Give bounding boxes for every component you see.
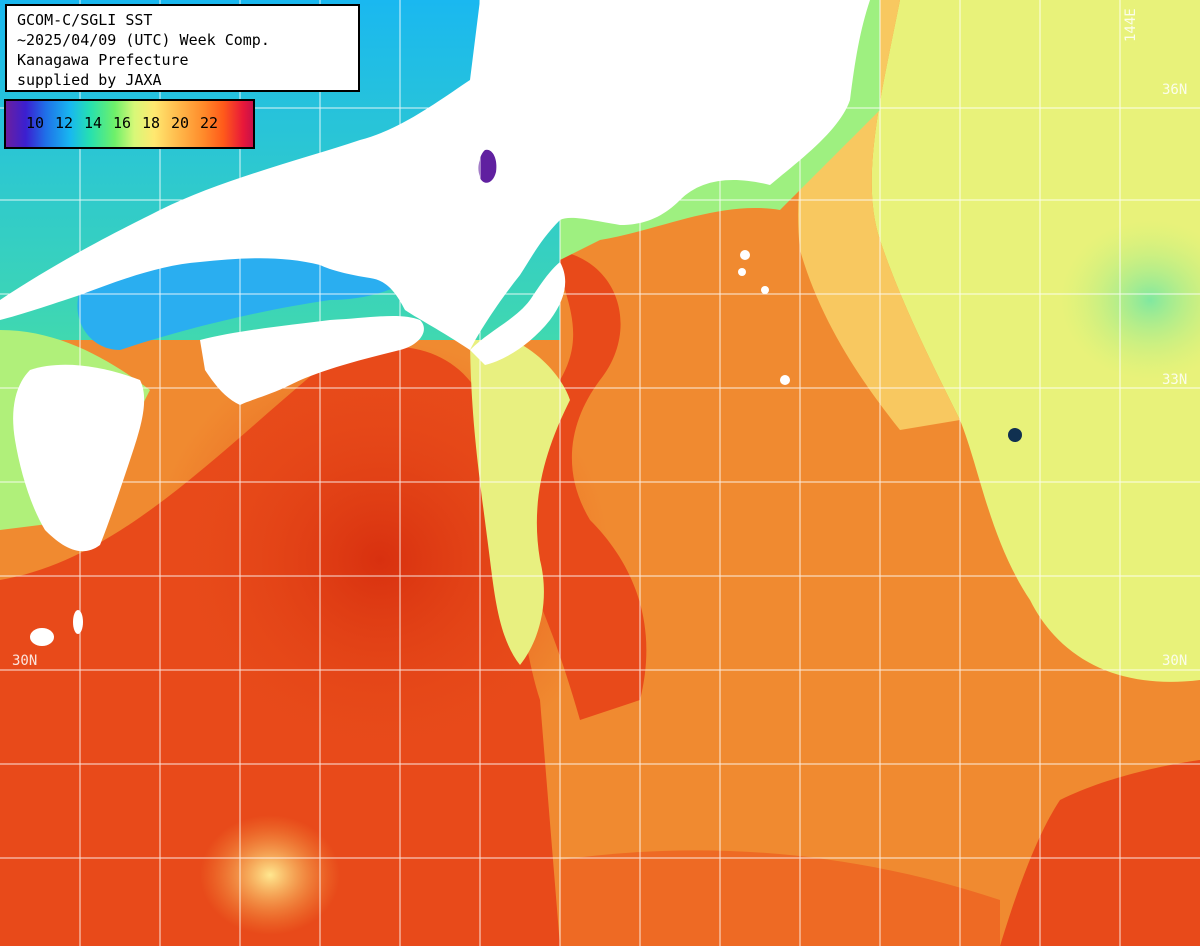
south-warm-band xyxy=(560,850,1000,946)
lat-label-36n: 36N xyxy=(1162,82,1188,98)
lon-label-136e: 136E xyxy=(483,8,499,42)
temperature-color-legend: 10 12 14 16 18 20 22 xyxy=(4,99,255,149)
title-line-1: GCOM-C/SGLI SST xyxy=(17,11,153,29)
data-gap xyxy=(1008,428,1022,442)
lat-label-33n: 33N xyxy=(1162,372,1188,388)
northeast-cool-region xyxy=(871,0,1200,682)
title-line-2: ~2025/04/09 (UTC) Week Comp. xyxy=(17,31,270,49)
sado-island xyxy=(478,149,497,183)
legend-label-12: 12 xyxy=(55,114,74,132)
izu-island xyxy=(780,375,790,385)
kyushu-landmass xyxy=(13,364,145,552)
southeast-warm-region xyxy=(1000,760,1200,946)
title-line-4: supplied by JAXA xyxy=(17,71,162,89)
legend-label-10: 10 xyxy=(26,114,45,132)
title-line-3: Kanagawa Prefecture xyxy=(17,51,189,69)
honshu-landmass xyxy=(0,0,870,350)
izu-island xyxy=(761,286,769,294)
lon-label-144e: 144E xyxy=(1123,8,1139,42)
southern-island xyxy=(30,628,54,646)
izu-island xyxy=(738,268,746,276)
southern-island xyxy=(73,610,83,634)
lat-label-30n-left: 30N xyxy=(12,653,38,669)
map-title-box: GCOM-C/SGLI SST ~2025/04/09 (UTC) Week C… xyxy=(5,4,360,92)
izu-island xyxy=(740,250,750,260)
shikoku-landmass xyxy=(200,315,424,405)
legend-label-16: 16 xyxy=(113,114,132,132)
cool-tongue xyxy=(470,330,570,665)
legend-label-20: 20 xyxy=(171,114,190,132)
lat-label-30n-right: 30N xyxy=(1162,653,1188,669)
cool-spot xyxy=(1060,220,1200,380)
pale-patch xyxy=(200,815,340,935)
kii-peninsula xyxy=(470,262,566,365)
legend-label-22: 22 xyxy=(200,114,219,132)
legend-label-14: 14 xyxy=(84,114,103,132)
kuroshio-current xyxy=(514,250,647,720)
legend-label-18: 18 xyxy=(142,114,161,132)
legend-labels: 10 12 14 16 18 20 22 xyxy=(26,114,229,132)
